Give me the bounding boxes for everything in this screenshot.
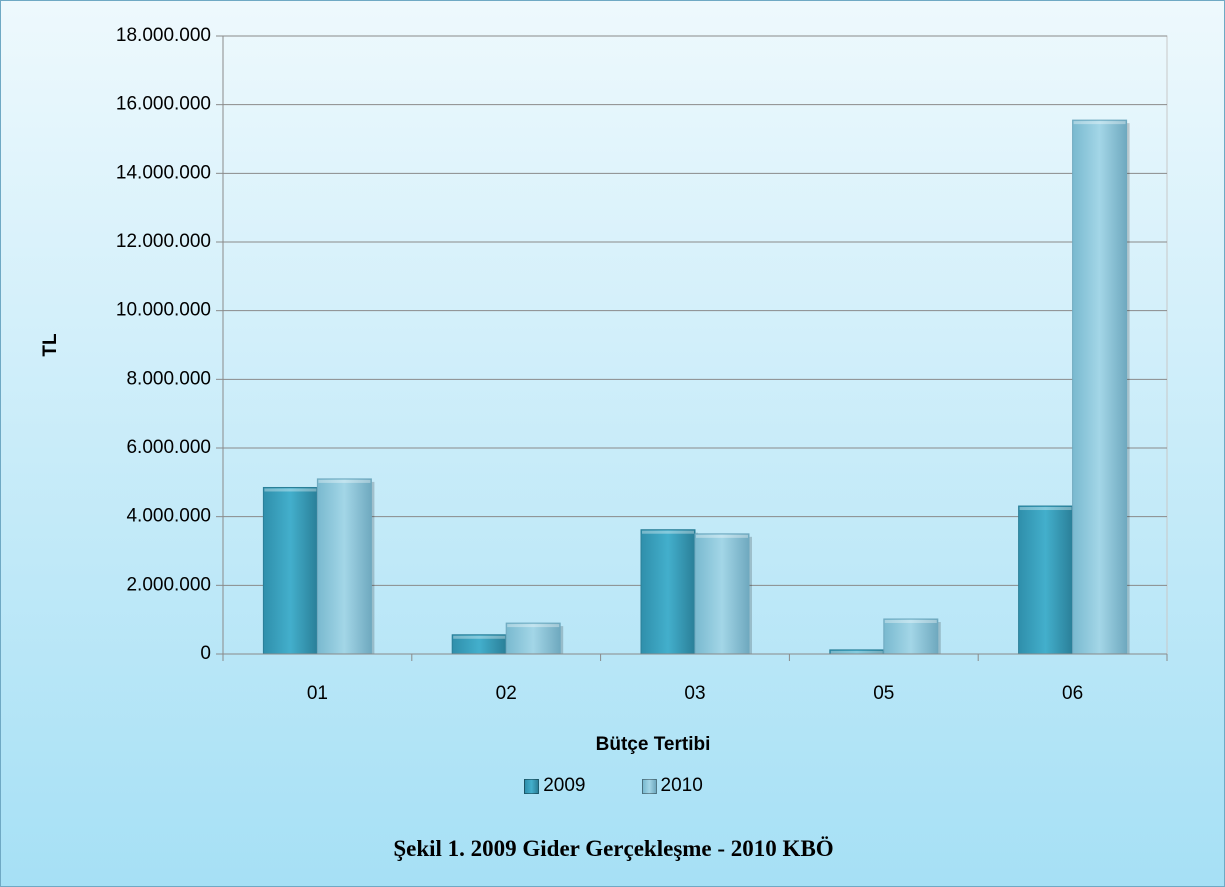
bar-2010-03	[694, 533, 750, 655]
bar-2009-03	[640, 529, 696, 655]
bar-highlight	[830, 650, 883, 654]
legend-label-2009: 2009	[543, 775, 586, 796]
bar-2009-01	[262, 486, 318, 655]
legend: 2009 2010	[1, 775, 1225, 797]
y-tick-label: 18.000.000	[116, 25, 211, 46]
bar-highlight	[507, 624, 560, 628]
bars	[262, 119, 1130, 655]
legend-swatch-2009	[524, 778, 540, 794]
legend-swatch-2010	[641, 778, 657, 794]
y-tick-label: 14.000.000	[116, 162, 211, 183]
x-tick-label-06: 06	[1062, 683, 1083, 704]
bar-2010-01	[316, 478, 372, 655]
legend-item-2010: 2010	[641, 775, 703, 797]
gridlines	[216, 35, 1167, 655]
x-tick-label-03: 03	[684, 683, 705, 704]
legend-label-2010: 2010	[660, 775, 703, 796]
bar-2009-06	[1018, 505, 1074, 655]
figure-caption: Şekil 1. 2009 Gider Gerçekleşme - 2010 K…	[393, 836, 834, 861]
bar-highlight	[1073, 121, 1126, 125]
bar-2010-05	[883, 618, 939, 655]
y-tick-label: 6.000.000	[126, 437, 211, 458]
bar-highlight	[318, 479, 371, 483]
y-tick-label: 16.000.000	[116, 94, 211, 115]
bar-highlight	[264, 488, 317, 492]
bar-highlight	[884, 619, 937, 623]
bar-2010-06	[1072, 119, 1128, 655]
bar-highlight	[453, 635, 506, 639]
y-tick-label: 8.000.000	[126, 368, 211, 389]
x-tick-labels: 01 02 03 05 06	[307, 683, 1083, 704]
y-tick-label: 0	[200, 643, 211, 664]
x-tick-label-02: 02	[496, 683, 517, 704]
y-tick-label: 10.000.000	[116, 300, 211, 321]
x-tick-label-01: 01	[307, 683, 328, 704]
bar-2010-02	[505, 622, 561, 655]
y-tick-label: 12.000.000	[116, 231, 211, 252]
x-axis-title: Bütçe Tertibi	[596, 734, 711, 755]
y-tick-label: 4.000.000	[126, 506, 211, 527]
bar-highlight	[696, 534, 748, 538]
axes	[222, 36, 1168, 661]
bar-chart: 0 2.000.000 4.000.000 6.000.000 8.000.000 10.…	[40, 25, 1168, 755]
bar-highlight	[1019, 507, 1072, 511]
x-tick-label-05: 05	[873, 683, 894, 704]
y-tick-labels: 0 2.000.000 4.000.000 6.000.000 8.000.000 10.…	[116, 25, 211, 664]
y-axis-title: TL	[40, 333, 61, 357]
y-tick-label: 2.000.000	[126, 574, 211, 595]
bar-highlight	[642, 530, 694, 534]
legend-item-2009: 2009	[524, 775, 586, 797]
